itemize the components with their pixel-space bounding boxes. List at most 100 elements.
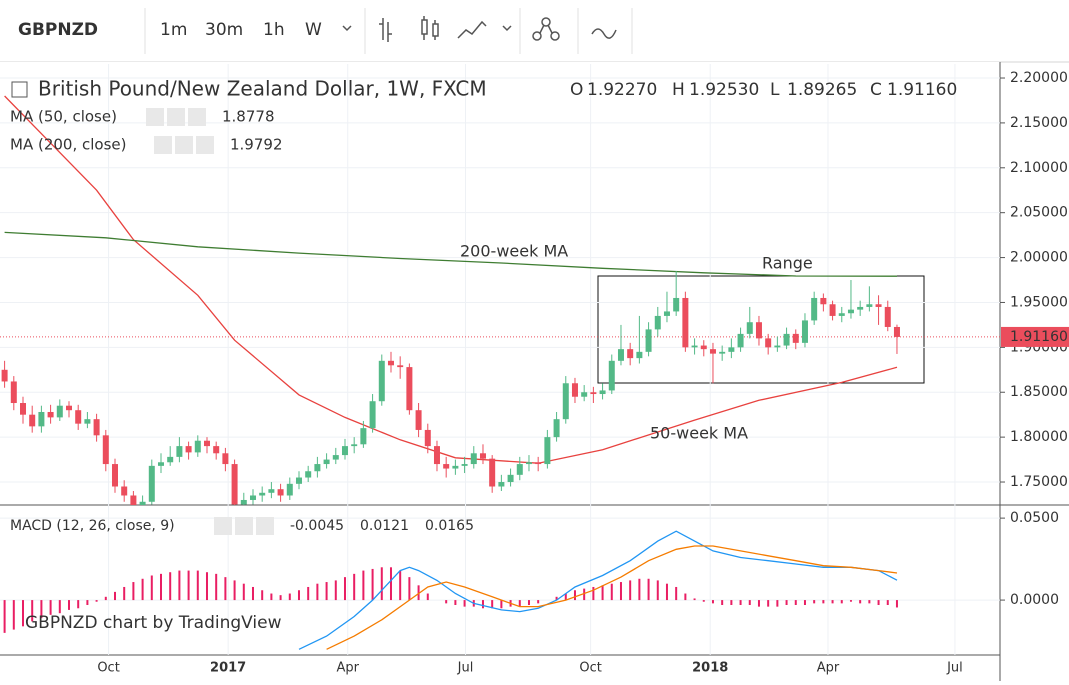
ohlc-key: O [570,80,583,100]
ohlc-key: H [672,80,685,100]
candle-body [268,489,275,493]
histogram-bar [693,598,696,601]
candle-body [332,455,339,460]
candle-body [130,495,137,505]
candle-body [286,483,293,496]
histogram-bar [822,600,825,604]
candle-body [65,405,72,411]
legend-icon[interactable] [214,517,232,535]
candle-body [636,351,643,359]
histogram-bar [251,586,254,601]
histogram-bar [224,577,227,601]
ma-legend-name: MA (50, close) [10,108,117,126]
histogram-bar [573,590,576,601]
candle-body [617,349,624,361]
candle-body [47,411,54,418]
x-tick-label: 2017 [210,661,246,676]
candle-body [783,333,790,346]
candle-body [544,437,551,465]
legend-icon[interactable] [167,108,185,126]
histogram-bar [123,586,126,601]
candle-body [259,492,266,496]
histogram-bar [353,573,356,601]
histogram-bar [849,600,852,602]
legend-icon[interactable] [175,136,193,154]
candle-body [884,306,891,327]
candle-body [406,367,413,411]
candle-body [305,471,312,478]
y-tick-label: 1.75000 [1010,474,1068,490]
macd-line [298,530,898,650]
x-tick-label: Apr [817,661,840,676]
histogram-bar [389,567,392,601]
toolbar-icons[interactable] [342,16,617,42]
x-tick-label: 2018 [692,661,728,676]
legend-icon[interactable] [235,517,253,535]
candle-body [571,383,578,397]
candle-body [728,347,735,352]
candle-body [792,333,799,343]
macd-value: 0.0165 [425,518,474,534]
histogram-bar [702,600,705,602]
candle-body [323,459,330,465]
candle-body [608,360,615,391]
y-tick-label: 0.0000 [1010,592,1059,608]
candle-body [525,462,532,465]
interval-button[interactable]: 30m [205,20,243,40]
candle-body [194,440,201,453]
legend-icon[interactable] [146,108,164,126]
legend-icon[interactable] [196,136,214,154]
legend-icon[interactable] [154,136,172,154]
candle-body [213,446,220,454]
interval-button[interactable]: 1h [263,20,285,40]
histogram-bar [739,600,742,605]
candle-body [627,349,634,359]
ohlc-key: C [870,80,882,100]
candle-body [866,304,873,307]
candle-body [360,428,367,445]
candle-body [424,429,431,447]
histogram-bar [288,593,291,601]
ohlc-value: 1.92270 [587,80,657,100]
candle-body [93,419,100,436]
moving-average [4,95,898,464]
interval-button[interactable]: 1m [160,20,187,40]
histogram-bar [555,596,558,601]
histogram-bar [629,580,632,601]
candle-body [387,360,394,366]
histogram-bar [261,590,264,601]
histogram-bar [767,600,770,607]
candle-body [765,338,772,348]
histogram-bar [638,578,641,601]
histogram-bar [58,600,61,614]
ohlc-key: L [770,80,780,100]
legend-icon[interactable] [256,517,274,535]
histogram-bar [757,600,760,607]
histogram-bar [408,577,411,601]
legend-icon[interactable] [188,108,206,126]
candle-body [470,453,477,465]
histogram-bar [187,570,190,601]
histogram-bar [610,583,613,601]
candle-body [590,392,597,395]
histogram-bar [150,575,153,601]
candle-body [553,419,560,438]
histogram-bar [794,600,797,605]
histogram-bar [86,600,89,605]
histogram-bar [343,577,346,601]
candle-body [847,309,854,314]
candle-body [700,345,707,350]
interval-button[interactable]: W [305,20,322,40]
histogram-bar [113,591,116,601]
candle-body [148,465,155,502]
histogram-bar [840,600,843,604]
histogram-bar [159,573,162,601]
histogram-bar [362,570,365,601]
symbol[interactable]: GBPNZD [18,20,98,40]
candle-body [645,329,652,352]
histogram-bar [481,600,484,609]
histogram-bar [564,593,567,601]
candle-body [479,453,486,459]
histogram-bar [886,600,889,605]
